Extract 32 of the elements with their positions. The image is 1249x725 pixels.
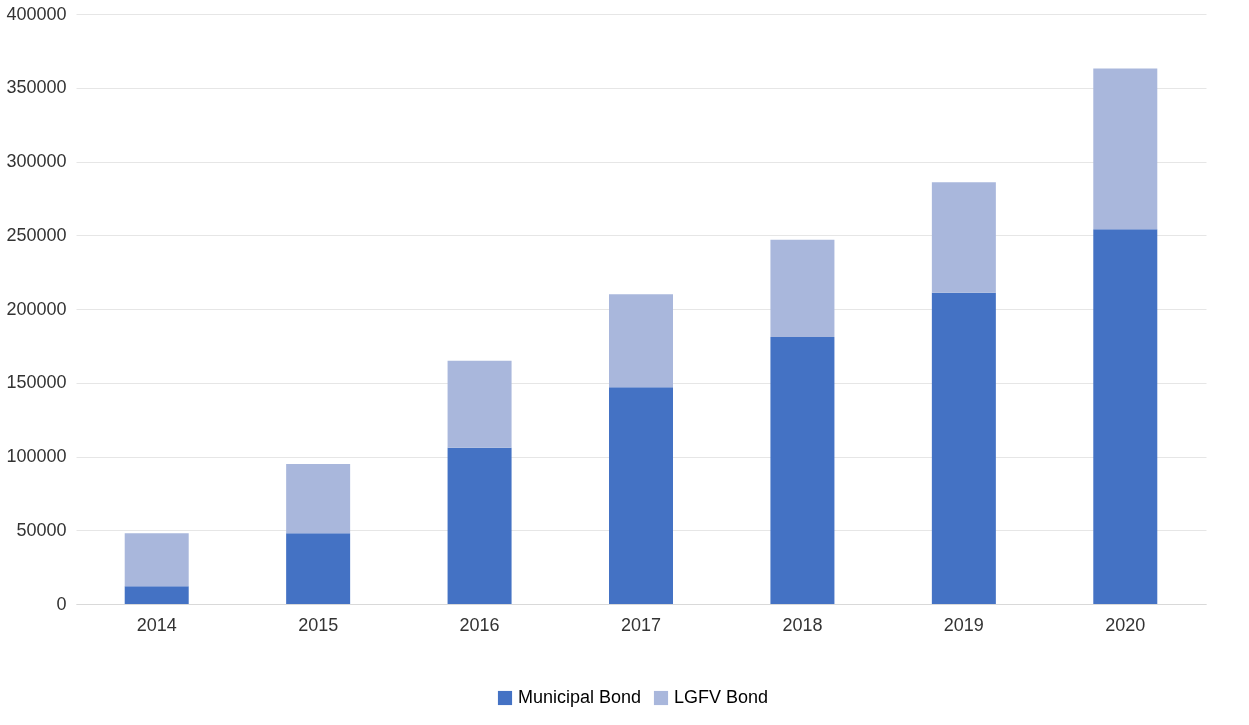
bar <box>770 239 835 338</box>
x-tick-label: 2017 <box>620 614 662 635</box>
y-tick-label: 250000 <box>6 224 67 245</box>
bar <box>770 337 835 604</box>
bar <box>286 533 351 604</box>
bar <box>931 182 996 293</box>
legend-label: Municipal Bond <box>518 687 642 707</box>
x-tick-label: 2016 <box>459 614 500 635</box>
bar <box>931 292 996 604</box>
x-tick-label: 2014 <box>136 614 177 635</box>
bar <box>1093 229 1158 604</box>
y-tick-label: 350000 <box>6 77 67 98</box>
bar <box>609 294 673 388</box>
x-tick-label: 2018 <box>782 614 823 635</box>
bar <box>609 387 673 604</box>
bar <box>124 586 189 604</box>
bar <box>124 533 189 587</box>
bar <box>447 360 512 448</box>
legend-label: LGFV Bond <box>674 687 769 707</box>
bar <box>1093 68 1158 230</box>
y-tick-label: 50000 <box>16 519 67 540</box>
bar <box>447 447 512 604</box>
y-tick-label: 400000 <box>6 3 67 24</box>
y-tick-label: 0 <box>56 593 67 614</box>
y-tick-label: 150000 <box>6 372 67 393</box>
bar <box>286 463 351 534</box>
x-tick-label: 2020 <box>1105 614 1146 635</box>
y-tick-label: 300000 <box>6 151 67 171</box>
x-tick-label: 2015 <box>298 614 339 635</box>
x-tick-label: 2019 <box>943 614 984 635</box>
y-tick-label: 200000 <box>6 298 67 319</box>
y-tick-label: 100000 <box>6 446 67 466</box>
